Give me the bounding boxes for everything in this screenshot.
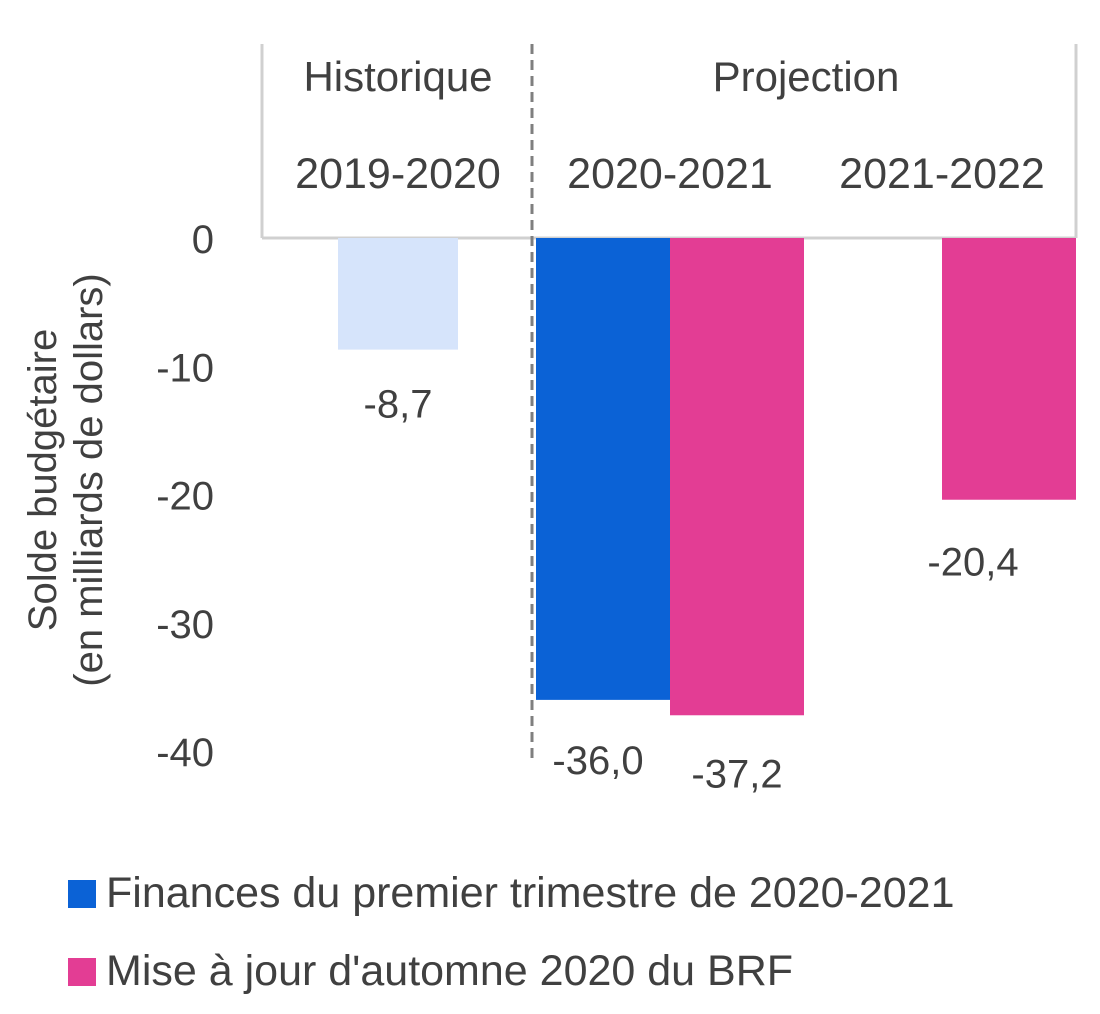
- period-header-1: Projection: [713, 53, 900, 100]
- bar-series0-2020-2021: [536, 238, 670, 700]
- legend-swatch-fall-update: [68, 957, 96, 986]
- y-tick-label-4: -40: [156, 731, 214, 775]
- legend-swatch-q1: [68, 879, 96, 908]
- bar-series1-2021-2022: [942, 238, 1076, 500]
- bar-historical-2019-2020: [338, 238, 458, 350]
- data-label-series1-2021-2022: -20,4: [927, 541, 1018, 585]
- y-axis-title-line-0: Solde budgétaire: [21, 329, 65, 631]
- y-tick-label-0: 0: [192, 218, 214, 262]
- y-axis-title-line-1: (en milliards de dollars): [67, 273, 111, 686]
- legend-item-q1: Finances du premier trimestre de 2020-20…: [68, 872, 955, 915]
- category-label-0: 2019-2020: [295, 150, 501, 198]
- bar-series1-2020-2021: [670, 238, 804, 716]
- legend-item-fall-update: Mise à jour d'automne 2020 du BRF: [68, 950, 793, 993]
- category-label-2: 2021-2022: [839, 150, 1045, 198]
- y-axis-title: Solde budgétaire(en milliards de dollars…: [21, 273, 111, 686]
- data-label-historical: -8,7: [364, 383, 433, 427]
- legend-label-q1: Finances du premier trimestre de 2020-20…: [106, 869, 955, 917]
- y-tick-label-3: -30: [156, 603, 214, 647]
- period-header-0: Historique: [303, 53, 492, 100]
- data-label-series0-2020-2021: -36,0: [552, 739, 643, 783]
- legend-label-fall-update: Mise à jour d'automne 2020 du BRF: [106, 947, 794, 995]
- data-label-series1-2020-2021: -37,2: [691, 752, 782, 796]
- y-tick-label-2: -20: [156, 475, 214, 519]
- category-label-1: 2020-2021: [567, 150, 773, 198]
- y-tick-label-1: -10: [156, 346, 214, 390]
